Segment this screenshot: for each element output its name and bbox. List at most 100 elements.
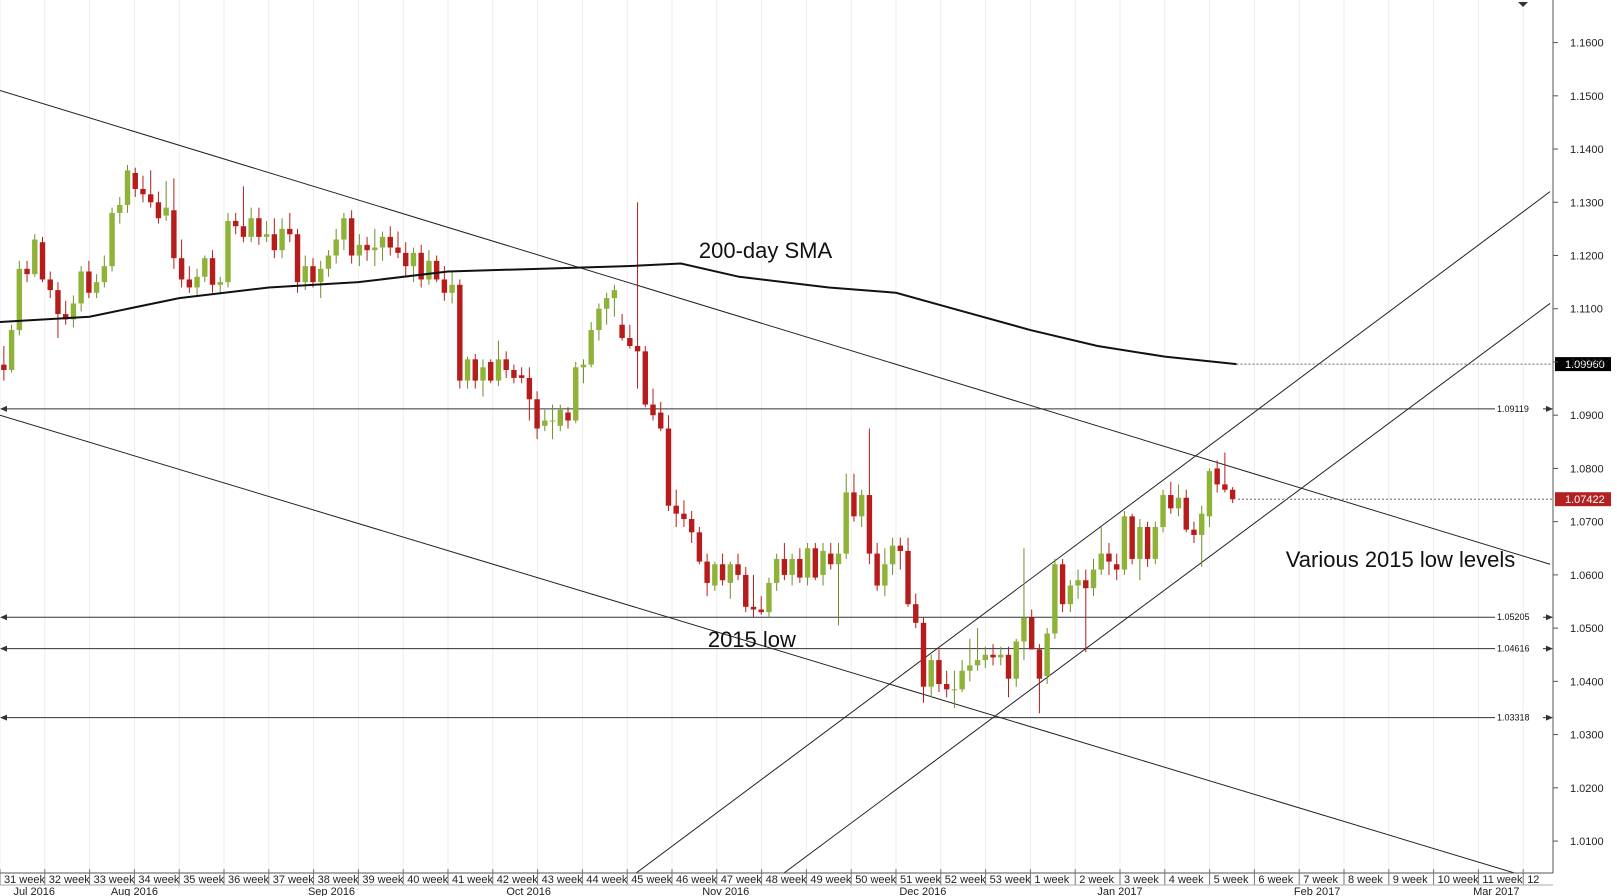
trend-lines <box>0 90 1551 873</box>
candle-body <box>32 239 38 275</box>
level-label: 1.04616 <box>1497 644 1530 654</box>
week-label: 32 week <box>49 874 90 886</box>
candle-body <box>16 268 23 331</box>
candle-body <box>573 367 579 421</box>
right-arrow-icon <box>1546 405 1553 412</box>
candle-body <box>140 188 146 195</box>
candle-body <box>1075 580 1081 586</box>
candle-body <box>650 404 656 416</box>
candle-body <box>348 218 355 256</box>
candle-body <box>580 364 587 368</box>
candle-body <box>364 244 370 251</box>
week-label: 31 week <box>4 874 45 886</box>
candle-body <box>951 689 958 691</box>
candle-body <box>1028 617 1035 650</box>
week-label: 42 week <box>497 874 538 886</box>
month-label: Sep 2016 <box>308 886 355 896</box>
candle-body <box>1168 495 1174 509</box>
candle-body <box>735 564 741 575</box>
candle-body <box>132 173 138 189</box>
candle-body <box>642 351 648 405</box>
candle-body <box>1013 641 1019 679</box>
price-tick-label: 1.0500 <box>1570 623 1604 635</box>
candle-body <box>356 244 363 256</box>
candle-body <box>820 550 826 575</box>
candle-body <box>472 359 478 381</box>
candle-body <box>155 202 162 219</box>
candle-body <box>248 218 254 237</box>
price-tick-label: 1.0700 <box>1570 517 1604 529</box>
week-label: 38 week <box>318 874 359 886</box>
candle-body <box>804 548 811 578</box>
candle-body <box>998 654 1004 658</box>
price-tick-label: 1.0900 <box>1570 410 1604 422</box>
month-label: Feb 2017 <box>1294 886 1340 896</box>
candle-body <box>387 236 393 248</box>
price-tick-label: 1.1200 <box>1570 251 1604 263</box>
week-label: 43 week <box>542 874 583 886</box>
candle-body <box>464 359 471 381</box>
week-label: 39 week <box>362 874 403 886</box>
candle-body <box>1175 497 1182 509</box>
candle-body <box>928 660 934 687</box>
candle-body <box>232 220 239 227</box>
candle-body <box>1198 513 1205 535</box>
price-tick-label: 1.0100 <box>1570 836 1604 848</box>
level-label-bg <box>1495 642 1543 654</box>
candle-body <box>302 266 308 283</box>
price-tick-label: 1.1100 <box>1570 304 1603 316</box>
candle-body <box>503 359 509 370</box>
candle-body <box>936 660 942 685</box>
week-label: 12 <box>1527 874 1539 886</box>
candle-body <box>866 495 873 554</box>
candle-body <box>835 553 842 565</box>
month-label: Oct 2016 <box>506 886 551 896</box>
candle-body <box>1137 526 1143 559</box>
week-label: 36 week <box>228 874 269 886</box>
candle-body <box>1206 471 1213 517</box>
week-label: 6 week <box>1258 874 1293 886</box>
level-label: 1.05205 <box>1497 612 1530 622</box>
candle-body <box>310 266 316 283</box>
candle-body <box>596 308 602 331</box>
candle-body <box>1121 516 1128 570</box>
candle-body <box>889 545 896 565</box>
month-label: Dec 2016 <box>899 886 946 896</box>
candle-body <box>24 268 30 275</box>
price-tick-label: 1.0800 <box>1570 463 1604 475</box>
candle-body <box>480 367 486 381</box>
candle-body <box>1098 553 1104 570</box>
candle-body <box>318 268 324 283</box>
candle-body <box>858 495 865 517</box>
candle-body <box>511 369 517 378</box>
candle-body <box>117 204 123 213</box>
price-tick-label: 1.1000 <box>1570 357 1604 369</box>
candle-body <box>209 258 216 285</box>
level-label-bg <box>1495 711 1543 723</box>
candle-body <box>974 660 981 666</box>
trend-line <box>0 90 1551 565</box>
candle-body <box>1144 526 1151 559</box>
candle-body <box>109 212 115 267</box>
sma-200: 1.09960 1.07422 <box>0 262 1611 507</box>
chart-annotation: 200-day SMA <box>699 238 833 263</box>
candle-body <box>634 346 641 352</box>
candle-body <box>1 364 7 370</box>
candle-body <box>457 284 463 381</box>
chart-annotation: Various 2015 low levels <box>1286 547 1516 572</box>
candle-body <box>410 252 417 267</box>
candle-body <box>549 420 556 422</box>
week-label: 11 week <box>1482 874 1523 886</box>
candle-body <box>171 210 177 259</box>
level-label: 1.09119 <box>1497 404 1529 414</box>
week-label: 2 week <box>1079 874 1114 886</box>
candle-body <box>959 670 965 690</box>
candle-body <box>147 194 154 203</box>
week-label: 4 week <box>1169 874 1204 886</box>
candle-body <box>279 228 285 251</box>
candle-body <box>78 271 84 304</box>
level-label-bg <box>1495 611 1543 623</box>
price-tick-label: 1.0300 <box>1570 730 1604 742</box>
week-label: 50 week <box>855 874 896 886</box>
